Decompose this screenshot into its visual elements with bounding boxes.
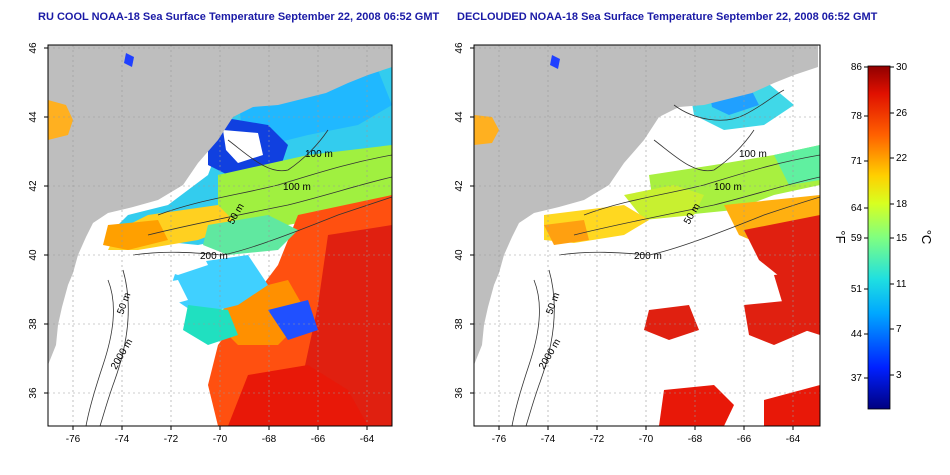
- left-lat-tick: 38: [28, 318, 39, 330]
- left-lake-ontario: [48, 100, 73, 140]
- colorbar-f-tick: 86: [851, 62, 863, 73]
- right-lat-tick: 36: [454, 387, 465, 399]
- left-lon-tick: -64: [360, 434, 375, 445]
- right-contour-label: 100 m: [739, 149, 767, 160]
- right-lon-tick: -72: [590, 434, 605, 445]
- colorbar-c-tick: 22: [896, 153, 908, 164]
- right-longitude-axis: -76 -74 -72 -70 -68 -66 -64: [492, 426, 801, 445]
- left-lon-tick: -74: [115, 434, 130, 445]
- right-lat-tick: 46: [454, 42, 465, 54]
- left-sst-map: 100 m 100 m 50 m 200 m 50 m 2000 m: [47, 44, 393, 427]
- colorbar-c-tick: 15: [896, 233, 908, 244]
- left-lon-tick: -70: [213, 434, 228, 445]
- colorbar-gradient: [867, 65, 891, 410]
- left-map-title: RU COOL NOAA-18 Sea Surface Temperature …: [38, 11, 440, 23]
- colorbar-f-tick: 51: [851, 284, 863, 295]
- colorbar-c-tick: 30: [896, 62, 908, 73]
- left-contour-label: 100 m: [283, 182, 311, 193]
- colorbar-c-tick: 11: [896, 279, 907, 290]
- colorbar-unit-f: °F: [833, 230, 848, 243]
- right-contour-label: 100 m: [714, 182, 742, 193]
- colorbar-c-tick: 18: [896, 199, 908, 210]
- left-contour-label: 100 m: [305, 149, 333, 160]
- right-grid: [474, 45, 820, 426]
- colorbar-f-tick: 78: [851, 111, 863, 122]
- left-sst-field: [78, 55, 392, 426]
- right-sst-field: [544, 80, 820, 426]
- left-lat-tick: 46: [28, 42, 39, 54]
- left-inland-lake: [124, 53, 134, 67]
- right-lat-tick: 38: [454, 318, 465, 330]
- right-lon-tick: -64: [786, 434, 801, 445]
- colorbar-f-tick: 64: [851, 203, 863, 214]
- colorbar-c-tick: 26: [896, 108, 908, 119]
- left-contour-label: 200 m: [200, 251, 228, 262]
- right-lon-tick: -74: [541, 434, 556, 445]
- right-map-title: DECLOUDED NOAA-18 Sea Surface Temperatur…: [457, 11, 878, 23]
- temperature-colorbar: 86 78 71 64 59 51 44 37 30 26 22 18 15 1…: [833, 62, 934, 410]
- right-lat-tick: 40: [454, 249, 465, 261]
- colorbar-f-tick: 37: [851, 373, 863, 384]
- left-lon-tick: -76: [66, 434, 81, 445]
- colorbar-c-tick: 3: [896, 370, 902, 381]
- left-lon-tick: -66: [311, 434, 326, 445]
- right-lon-tick: -70: [639, 434, 654, 445]
- colorbar-f-tick: 59: [851, 233, 863, 244]
- right-lon-tick: -68: [688, 434, 703, 445]
- left-lon-tick: -72: [164, 434, 179, 445]
- left-lat-tick: 44: [28, 111, 39, 123]
- right-bathymetry-contours: [511, 89, 820, 426]
- right-map-frame: [473, 44, 821, 427]
- colorbar-unit-c: °C: [919, 230, 934, 245]
- right-inland-lake: [550, 55, 560, 69]
- left-lat-tick: 42: [28, 180, 39, 192]
- left-bathymetry-contours: [85, 129, 392, 426]
- right-latitude-axis: 46 44 42 40 38 36: [454, 42, 474, 399]
- right-lon-tick: -66: [737, 434, 752, 445]
- right-lat-tick: 44: [454, 111, 465, 123]
- colorbar-c-tick: 7: [896, 324, 902, 335]
- colorbar-f-tick: 71: [851, 156, 863, 167]
- colorbar-f-tick: 44: [851, 329, 863, 340]
- right-contour-label: 200 m: [634, 251, 662, 262]
- left-grid: [48, 45, 392, 426]
- right-lake-ontario: [474, 115, 499, 145]
- right-lon-tick: -76: [492, 434, 507, 445]
- right-sst-map: 100 m 100 m 50 m 200 m 50 m 2000 m: [473, 44, 821, 427]
- left-latitude-axis: 46 44 42 40 38 36: [28, 42, 48, 399]
- left-lat-tick: 36: [28, 387, 39, 399]
- left-lon-tick: -68: [262, 434, 277, 445]
- left-longitude-axis: -76 -74 -72 -70 -68 -66 -64: [66, 426, 375, 445]
- left-lat-tick: 40: [28, 249, 39, 261]
- right-lat-tick: 42: [454, 180, 465, 192]
